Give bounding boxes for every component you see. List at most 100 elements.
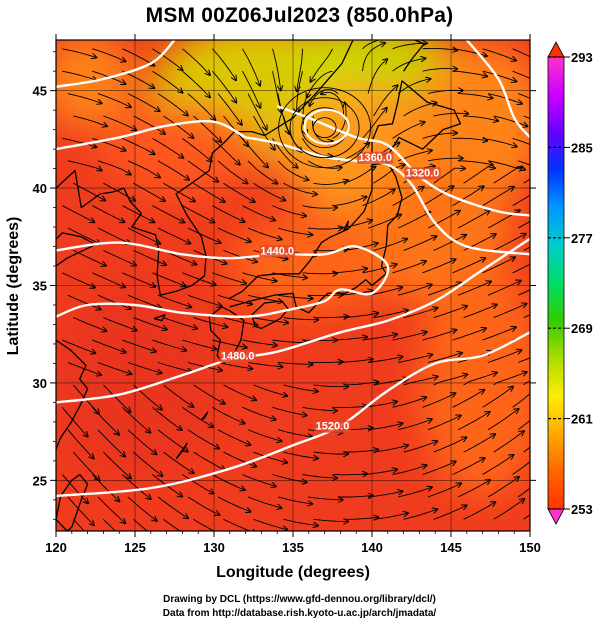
streamline-329: [307, 70, 333, 97]
streamline-334: [482, 70, 517, 81]
streamline-285: [452, 138, 488, 141]
streamline-307: [157, 93, 188, 116]
streamline-146: [133, 317, 166, 330]
streamline-111: [523, 380, 530, 386]
streamline-91: [392, 397, 427, 408]
streamline-134: [242, 339, 277, 345]
streamline-270: [488, 160, 522, 169]
streamline-186: [362, 264, 397, 274]
streamline-171: [397, 285, 432, 296]
streamline-152: [313, 316, 349, 317]
streamline-233: [332, 197, 367, 207]
streamline-165: [217, 294, 252, 304]
streamline-108: [433, 374, 468, 386]
streamline-68: [187, 429, 219, 449]
streamline-324: [182, 70, 210, 97]
streamline-297: [321, 92, 345, 117]
vortex-ring-3: [278, 87, 372, 169]
streamline-141: [452, 328, 486, 341]
streamline-227: [152, 205, 184, 223]
contour-line-0: [56, 241, 390, 318]
streamline-181: [212, 272, 246, 284]
streamline-273: [92, 137, 125, 150]
streamline-283: [392, 122, 425, 139]
streamline-259: [157, 160, 189, 180]
streamline-89: [332, 406, 368, 407]
streamline-231: [272, 205, 307, 216]
streamline-347: [392, 43, 427, 50]
streamline-268: [428, 158, 463, 161]
streamline-10: [373, 513, 408, 520]
streamline-219: [397, 212, 430, 229]
streamline-75: [397, 419, 432, 431]
streamline-24: [307, 496, 343, 500]
streamline-147: [163, 317, 197, 329]
streamline-292: [193, 115, 222, 142]
contour-line-7: [465, 40, 530, 139]
streamline-168: [307, 295, 343, 296]
streamline-298: [373, 85, 398, 117]
coastline-shanghai-coast: [56, 339, 89, 450]
streamline-208: [67, 227, 100, 244]
streamline-154: [373, 310, 408, 319]
streamline-15: [523, 514, 530, 520]
streamline-310: [247, 93, 267, 130]
streamline-256: [67, 160, 102, 171]
streamline-303: [523, 115, 530, 119]
streamline-350: [482, 48, 516, 61]
streamline-164: [187, 294, 222, 306]
streamline-153: [343, 313, 379, 319]
streamline-286: [482, 137, 517, 146]
streamline-291: [163, 115, 193, 138]
streamline-301: [463, 115, 499, 121]
coastline-korea: [123, 142, 224, 296]
streamline-217: [337, 220, 372, 229]
streamline-271: [518, 160, 530, 166]
streamline-56: [313, 452, 349, 454]
streamline-2: [133, 518, 149, 531]
contour-label-0: 1440.0: [260, 245, 294, 257]
streamline-95: [512, 393, 530, 408]
coastline-hokkaido: [371, 80, 462, 160]
streamline-179: [152, 272, 185, 286]
streamline-78: [487, 409, 518, 431]
streamline-145: [103, 317, 136, 331]
streamline-7: [283, 518, 318, 525]
streamline-305: [97, 93, 131, 108]
streamline-235: [392, 187, 424, 206]
colorbar-label-253: 253: [571, 502, 593, 517]
streamline-41: [332, 474, 368, 475]
streamline-161: [97, 294, 131, 309]
streamline-178: [122, 272, 155, 287]
streamline-155: [403, 308, 438, 319]
streamline-319: [518, 93, 530, 99]
streamline-120: [308, 362, 343, 363]
streamline-157: [463, 305, 497, 319]
colorbar-bar: [548, 57, 564, 509]
streamline-117: [217, 362, 252, 369]
streamline-163: [157, 294, 191, 307]
streamline-276: [182, 138, 211, 161]
streamline-25: [337, 495, 373, 497]
streamline-191: [512, 263, 530, 274]
streamline-156: [433, 306, 468, 319]
field-patch-6: [103, 100, 262, 198]
streamline-175: [518, 289, 530, 296]
streamline-242: [133, 182, 165, 201]
streamline-132: [182, 339, 216, 349]
streamline-126: [487, 350, 521, 363]
streamline-115: [157, 362, 192, 373]
streamline-333: [452, 70, 488, 76]
colorbar-label-261: 261: [571, 412, 593, 427]
streamline-330: [362, 43, 386, 72]
streamline-110: [493, 372, 527, 386]
streamline-234: [362, 190, 395, 207]
x-tick-label-120: 120: [45, 540, 67, 555]
streamline-128: [62, 339, 95, 353]
x-axis-title: Longitude (degrees): [216, 564, 370, 581]
streamline-184: [302, 273, 338, 274]
streamline-100: [193, 384, 225, 404]
streamline-102: [253, 384, 288, 396]
streamline-29: [457, 480, 490, 498]
streamline-272: [62, 137, 96, 147]
